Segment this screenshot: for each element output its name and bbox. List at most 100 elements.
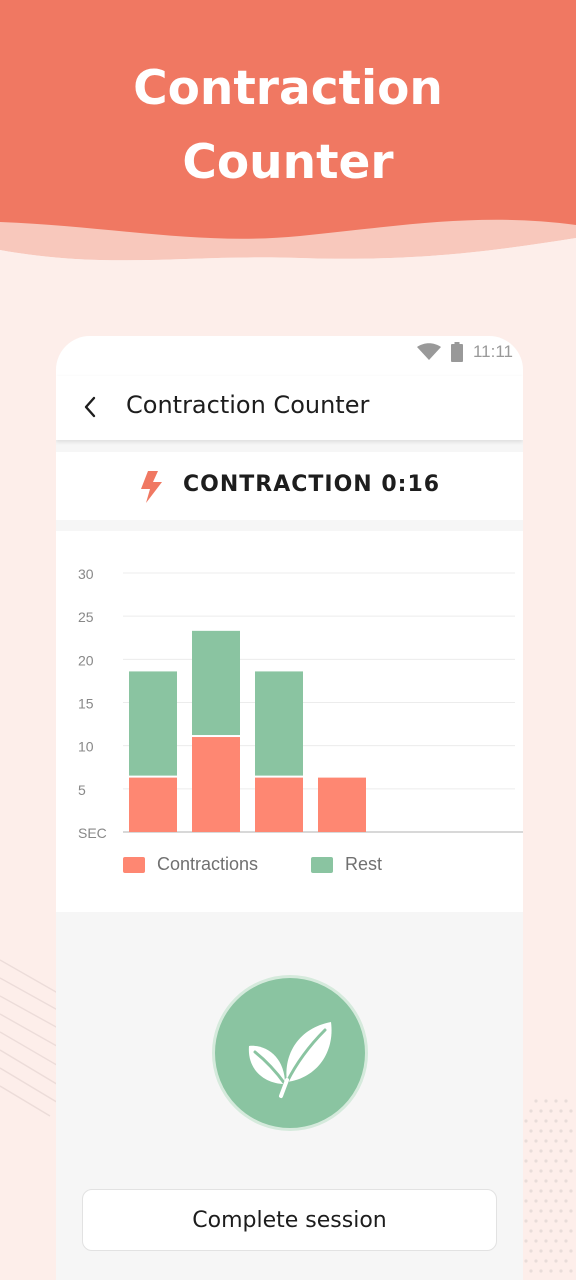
decor-dot [534, 1159, 538, 1163]
app-bar-title: Contraction Counter [126, 391, 370, 419]
decor-dot [569, 1189, 573, 1193]
legend-label-contractions: Contractions [157, 854, 259, 874]
decor-dot [549, 1169, 553, 1173]
decor-dot [524, 1199, 528, 1203]
decor-dot [554, 1259, 558, 1263]
decor-dot [564, 1259, 568, 1263]
decor-dot [524, 1139, 528, 1143]
decor-dot [549, 1209, 553, 1213]
decor-dot [559, 1169, 563, 1173]
decor-dot [564, 1159, 568, 1163]
decor-dot [534, 1139, 538, 1143]
decor-dot [559, 1249, 563, 1253]
decor-dot [544, 1179, 548, 1183]
decor-dot [539, 1209, 543, 1213]
decor-dot [554, 1219, 558, 1223]
chevron-left-icon[interactable] [76, 392, 106, 422]
decor-dot [539, 1149, 543, 1153]
complete-session-button[interactable]: Complete session [82, 1189, 497, 1251]
phone-screen: 11:11 Contraction Counter CONTRACTION 0:… [56, 336, 523, 1280]
legend-label-rest: Rest [345, 854, 383, 874]
decor-dot [559, 1129, 563, 1133]
decor-dot [529, 1209, 533, 1213]
decor-dot [564, 1179, 568, 1183]
decor-dot [569, 1269, 573, 1273]
decor-dot [544, 1139, 548, 1143]
bar-rest [129, 671, 177, 776]
decor-dot [544, 1219, 548, 1223]
bar-contraction [318, 777, 366, 832]
decor-dot [529, 1249, 533, 1253]
leaf-icon [248, 1022, 332, 1098]
decor-dot [549, 1129, 553, 1133]
decor-dot [564, 1199, 568, 1203]
bar-contraction [129, 777, 177, 832]
app-bar: Contraction Counter [56, 376, 523, 440]
battery-icon [450, 342, 463, 362]
decor-dot [564, 1119, 568, 1123]
y-tick-label: 30 [78, 566, 94, 582]
hero-banner: Contraction Counter [0, 0, 576, 290]
y-tick-label: 5 [78, 782, 86, 798]
decor-dot [559, 1109, 563, 1113]
y-tick-label: 20 [78, 652, 94, 668]
decor-dot [554, 1139, 558, 1143]
legend-item-contractions: Contractions [123, 854, 258, 875]
decor-dot [534, 1099, 538, 1103]
decor-dot [569, 1229, 573, 1233]
decor-dot [524, 1159, 528, 1163]
decor-dot [559, 1149, 563, 1153]
legend-item-rest: Rest [311, 854, 382, 875]
bar-contraction [192, 737, 240, 832]
y-tick-label: 10 [78, 739, 94, 755]
decor-dot [549, 1149, 553, 1153]
decor-dot [564, 1219, 568, 1223]
decor-dot [549, 1269, 553, 1273]
decor-dot [529, 1229, 533, 1233]
decor-dot [529, 1109, 533, 1113]
decor-dot [549, 1229, 553, 1233]
decor-dot [529, 1169, 533, 1173]
decor-dot [569, 1149, 573, 1153]
decor-dot [559, 1229, 563, 1233]
decor-dot [524, 1119, 528, 1123]
decor-dot [529, 1189, 533, 1193]
decor-dot [554, 1199, 558, 1203]
decor-dot [564, 1099, 568, 1103]
decor-dot [544, 1159, 548, 1163]
decor-dot [539, 1269, 543, 1273]
decor-dot [524, 1219, 528, 1223]
decor-dot [534, 1239, 538, 1243]
decor-dot [549, 1109, 553, 1113]
decor-dot [534, 1119, 538, 1123]
hero-title-line1: Contraction [133, 61, 443, 116]
leaf-badge [212, 975, 368, 1131]
decor-dot [569, 1129, 573, 1133]
hero-title-line2: Counter [182, 135, 394, 190]
decor-dot [549, 1249, 553, 1253]
decor-dot [529, 1269, 533, 1273]
decor-dot [544, 1199, 548, 1203]
contraction-chart: SEC 5 10 15 20 25 30 Contractions Rest [56, 531, 523, 912]
chart-legend: Contractions Rest [56, 854, 523, 884]
decor-dot [529, 1149, 533, 1153]
decor-dot [544, 1259, 548, 1263]
decor-dot [564, 1139, 568, 1143]
chart-canvas: SEC 5 10 15 20 25 30 [78, 566, 523, 841]
decor-dot [569, 1169, 573, 1173]
decor-dot [559, 1209, 563, 1213]
decor-dot [524, 1259, 528, 1263]
decor-dot [524, 1239, 528, 1243]
decor-dot [539, 1109, 543, 1113]
lightning-bolt-icon [141, 471, 162, 503]
decor-dot [554, 1179, 558, 1183]
bar-contraction [255, 777, 303, 832]
y-tick-label: 25 [78, 609, 94, 625]
decor-dot [539, 1249, 543, 1253]
decor-dot [539, 1189, 543, 1193]
decor-dot [544, 1099, 548, 1103]
decor-dot [534, 1199, 538, 1203]
decor-dot [524, 1179, 528, 1183]
decor-dot [539, 1229, 543, 1233]
decor-dot [554, 1159, 558, 1163]
